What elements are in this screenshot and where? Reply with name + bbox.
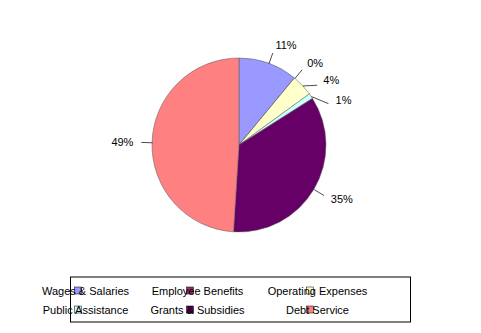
svg-text:35%: 35% <box>331 193 353 205</box>
svg-text:Debt Service: Debt Service <box>286 304 349 316</box>
svg-text:Grants & Subsidies: Grants & Subsidies <box>150 304 245 316</box>
svg-text:1%: 1% <box>336 94 352 106</box>
svg-text:Operating Expenses: Operating Expenses <box>268 285 368 297</box>
svg-text:4%: 4% <box>323 74 339 86</box>
svg-text:Public Assistance: Public Assistance <box>43 304 129 316</box>
svg-text:Employee Benefits: Employee Benefits <box>152 285 244 297</box>
svg-text:Wages & Salaries: Wages & Salaries <box>42 285 130 297</box>
svg-text:11%: 11% <box>275 39 296 51</box>
svg-text:0%: 0% <box>307 57 323 69</box>
svg-text:49%: 49% <box>111 136 133 148</box>
